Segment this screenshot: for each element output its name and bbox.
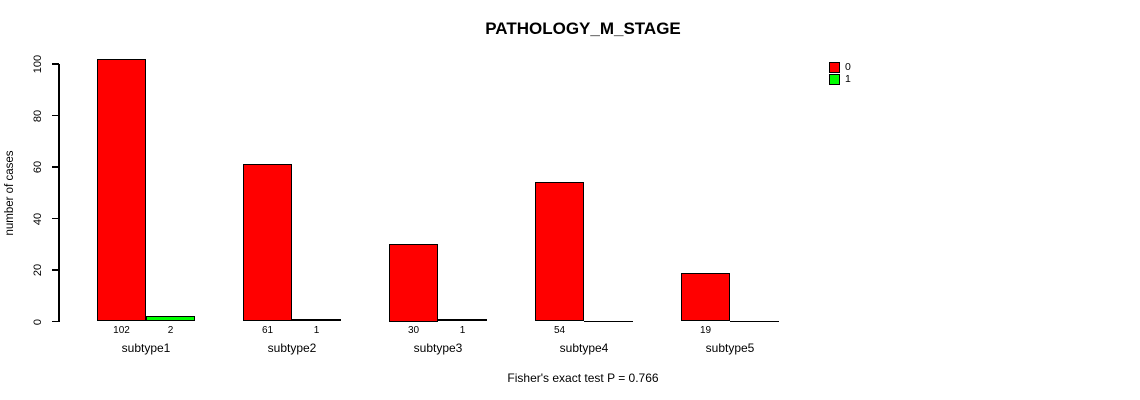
bar-subtype2-series1: [292, 318, 341, 322]
legend-entry-1: 1: [829, 74, 851, 85]
y-axis-line: [58, 64, 60, 322]
bar-value-label: 30: [407, 325, 420, 336]
legend-swatch-1: [829, 74, 840, 85]
bar-value-label: 2: [167, 325, 174, 336]
y-tick-label: 40: [32, 212, 44, 225]
annotation-fisher-test: Fisher's exact test P = 0.766: [507, 371, 659, 385]
y-tick-label: 0: [32, 318, 44, 325]
chart-title: PATHOLOGY_M_STAGE: [485, 19, 681, 38]
y-tick-mark: [51, 320, 59, 323]
y-tick-mark: [51, 114, 59, 117]
category-label-subtype4: subtype4: [559, 341, 609, 355]
category-label-subtype1: subtype1: [121, 341, 171, 355]
bar-subtype4-series0: [535, 182, 584, 322]
bar-subtype1-series0: [97, 58, 146, 322]
bar-subtype3-series1: [438, 318, 487, 322]
category-label-subtype2: subtype2: [267, 341, 317, 355]
bar-value-label: 1: [459, 325, 466, 336]
y-tick-label: 80: [32, 109, 44, 122]
y-tick-mark: [51, 217, 59, 220]
bar-value-label: 54: [553, 325, 566, 336]
legend-swatch-0: [829, 62, 840, 73]
bar-value-label: 61: [261, 325, 274, 336]
legend-label: 1: [845, 73, 851, 85]
category-label-subtype3: subtype3: [413, 341, 463, 355]
category-label-subtype5: subtype5: [705, 341, 755, 355]
y-tick-mark: [51, 63, 59, 65]
y-tick-mark: [51, 269, 59, 271]
zero-bar-line-subtype4-series1: [584, 320, 633, 322]
legend-entry-0: 0: [829, 62, 851, 73]
bar-subtype3-series0: [389, 244, 438, 322]
bar-value-label: 1: [313, 325, 320, 336]
bar-value-label: 19: [699, 325, 712, 336]
bar-subtype5-series0: [681, 272, 730, 322]
y-axis-label: number of cases: [4, 150, 16, 236]
y-tick-label: 60: [32, 160, 44, 174]
y-tick-label: 20: [32, 263, 44, 277]
zero-bar-line-subtype5-series1: [730, 320, 779, 322]
bar-subtype2-series0: [243, 164, 292, 322]
legend-label: 0: [845, 61, 851, 73]
y-tick-label: 100: [32, 54, 44, 74]
bar-value-label: 102: [113, 325, 130, 336]
bar-subtype1-series1: [146, 316, 195, 322]
y-tick-mark: [51, 166, 59, 168]
